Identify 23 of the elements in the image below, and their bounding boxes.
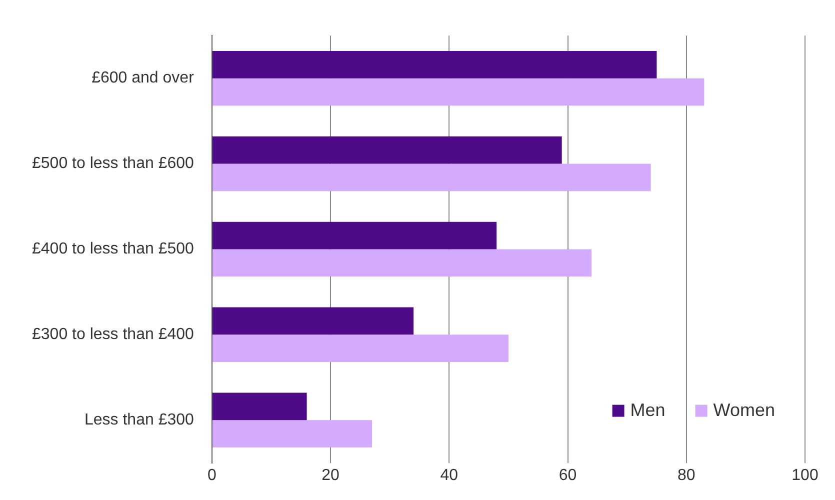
y-tick-label: £300 to less than £400 xyxy=(32,326,194,344)
y-tick-label: £400 to less than £500 xyxy=(32,240,194,258)
x-tick-label: 0 xyxy=(207,466,216,484)
legend-label: Women xyxy=(713,400,776,420)
x-tick-label: 20 xyxy=(322,466,340,484)
bar xyxy=(212,222,497,250)
y-tick-label: Less than £300 xyxy=(84,411,194,428)
y-tick-label: £500 to less than £600 xyxy=(32,155,194,172)
bar xyxy=(212,420,372,448)
bar xyxy=(212,249,592,277)
y-tick-label: £600 and over xyxy=(92,70,195,87)
x-tick-label: 60 xyxy=(558,466,577,484)
legend-label: Men xyxy=(630,400,666,420)
bar xyxy=(212,392,307,420)
x-tick-label: 100 xyxy=(792,466,818,484)
bar xyxy=(212,164,651,192)
bar xyxy=(212,78,704,106)
bar xyxy=(212,50,657,78)
x-tick-label: 40 xyxy=(440,466,458,484)
bar xyxy=(212,307,414,335)
bar xyxy=(212,136,562,164)
x-tick-label: 80 xyxy=(677,466,696,484)
bar xyxy=(212,334,508,362)
